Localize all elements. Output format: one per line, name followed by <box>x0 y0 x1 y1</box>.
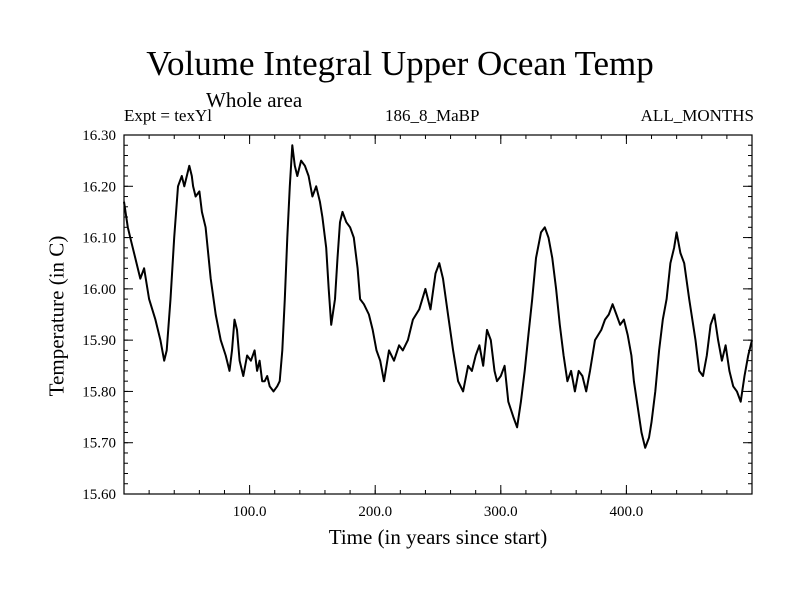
y-tick-label: 15.60 <box>82 487 116 503</box>
y-tick-label: 16.20 <box>82 179 116 195</box>
series-line-0 <box>123 144 753 449</box>
x-tick-label: 300.0 <box>484 504 518 520</box>
x-tick-label: 200.0 <box>358 504 392 520</box>
y-axis-label: Temperature (in C) <box>44 235 69 397</box>
y-tick-label: 16.00 <box>82 282 116 298</box>
experiment-label: Expt = texYl <box>124 106 212 125</box>
y-tick-label: 15.80 <box>82 384 116 400</box>
y-tick-label: 16.30 <box>82 128 116 144</box>
chart-title: Volume Integral Upper Ocean Temp <box>146 44 654 83</box>
y-tick-label: 15.90 <box>82 333 116 349</box>
x-axis-label: Time (in years since start) <box>328 525 548 549</box>
tick-layer: 15.60 15.70 15.80 15.90 16.00 16.10 16.20 16.30… <box>82 128 753 520</box>
x-tick-label: 400.0 <box>610 504 644 520</box>
plot-frame <box>123 134 753 495</box>
chart-subtitle: Whole area <box>206 88 303 112</box>
y-tick-label: 16.10 <box>82 231 116 247</box>
x-tick-label: 100.0 <box>233 504 267 520</box>
y-tick-label: 15.70 <box>82 436 116 452</box>
series-layer <box>123 144 753 449</box>
months-label: ALL_MONTHS <box>640 106 754 125</box>
run-id-label: 186_8_MaBP <box>385 106 480 125</box>
